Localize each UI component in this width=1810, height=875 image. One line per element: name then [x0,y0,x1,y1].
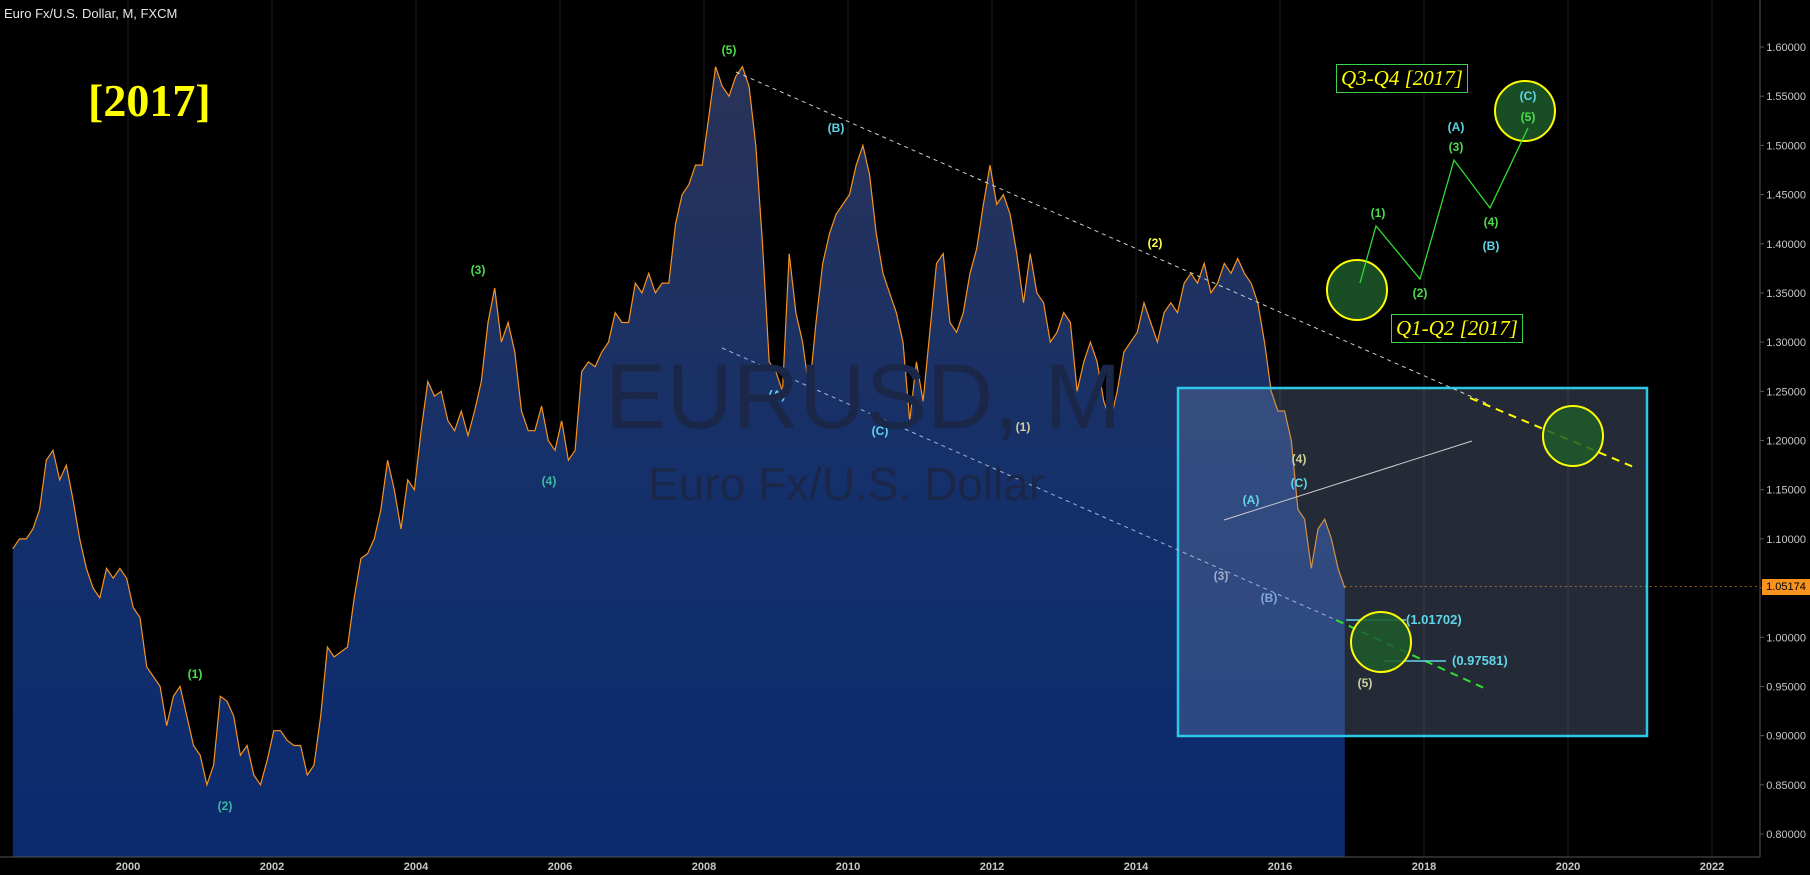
target-circle [1542,405,1604,467]
wave-label: (B) [828,121,845,135]
channel-line [1223,440,1473,521]
wave-label: (5) [722,43,737,57]
x-tick-label: 2008 [692,861,716,873]
quarter-label-q3q4: Q3-Q4 [2017] [1336,64,1468,93]
wave-label: (1) [188,667,203,681]
y-tick-label: 1.45000 [1766,190,1806,202]
wave-label: (2) [218,799,233,813]
wave-label: (1) [1016,420,1031,434]
price-area-fill [12,66,1345,857]
fib-label: (0.97581) [1452,653,1508,668]
wave-label: (2) [1148,236,1163,250]
x-tick-label: 2000 [116,861,140,873]
annotation-year: [2017] [88,75,211,126]
watermark-description: Euro Fx/U.S. Dollar [648,458,1045,510]
y-axis: 0.800000.850000.900000.950001.000001.050… [1759,0,1806,857]
price-area [12,65,1346,857]
target-circle [1350,611,1412,673]
y-tick-label: 1.55000 [1766,91,1806,103]
y-tick-label: 1.20000 [1766,436,1806,448]
wave-label: (4) [1292,452,1307,466]
y-tick-label: 0.90000 [1766,731,1806,743]
analysis-overlay: (1.01702) (0.97581) (5) (3) (4) (1) (2) (B) (A) (… [188,43,1760,813]
watermark-symbol: EURUSD, M [605,346,1122,448]
wave-label: (2) [1413,286,1428,300]
wave-label: (4) [1484,215,1499,229]
y-tick-label: 1.35000 [1766,288,1806,300]
x-tick-label: 2020 [1556,861,1580,873]
wave-label: (A) [1243,493,1260,507]
y-tick-label: 0.80000 [1766,829,1806,841]
target-circle [1494,80,1556,142]
wave-label: (5) [1521,110,1536,124]
symbol-title: Euro Fx/U.S. Dollar, M, FXCM [4,6,178,21]
target-circle [1326,259,1388,321]
x-tick-label: 2022 [1700,861,1724,873]
wave-label: (4) [542,474,557,488]
x-tick-label: 2006 [548,861,572,873]
last-price-tag: 1.05174 [1762,579,1810,595]
y-tick-label: 1.50000 [1766,140,1806,152]
y-tick-label: 1.40000 [1766,239,1806,251]
x-tick-label: 2002 [260,861,284,873]
x-tick-label: 2004 [404,861,429,873]
x-tick-label: 2016 [1268,861,1292,873]
y-tick-label: 1.30000 [1766,337,1806,349]
upper-trendline [735,71,1489,405]
quarter-label-q1q2: Q1-Q2 [2017] [1391,314,1523,343]
fib-label: (1.01702) [1406,612,1462,627]
y-tick-label: 0.95000 [1766,681,1806,693]
wave-label: (C) [1520,89,1537,103]
price-line [12,65,1346,788]
x-tick-label: 2012 [980,861,1004,873]
y-tick-label: 1.00000 [1766,632,1806,644]
wave-label: (1) [1371,206,1386,220]
x-tick-label: 2018 [1412,861,1436,873]
x-tick-label: 2014 [1124,861,1149,873]
wave-label: (3) [471,263,486,277]
x-tick-label: 2010 [836,861,860,873]
wave-label: (A) [769,388,786,402]
y-tick-label: 1.60000 [1766,42,1806,54]
projected-wave-path [1359,127,1529,284]
x-axis: 2000 2002 2004 2006 2008 2010 2012 2014 2016 2018… [0,856,1760,873]
y-tick-label: 0.85000 [1766,780,1806,792]
wave-label: (C) [1291,476,1308,490]
wave-label: (3) [1449,140,1464,154]
y-tick-label: 1.15000 [1766,485,1806,497]
wave-label: (3) [1214,569,1229,583]
y-tick-label: 1.10000 [1766,534,1806,546]
wave-label: (B) [1483,239,1500,253]
wave-label: (B) [1261,591,1278,605]
wave-label: (C) [872,424,889,438]
wave-label: (5) [1358,676,1373,690]
wave-label: (A) [1448,120,1465,134]
y-tick-label: 1.25000 [1766,386,1806,398]
